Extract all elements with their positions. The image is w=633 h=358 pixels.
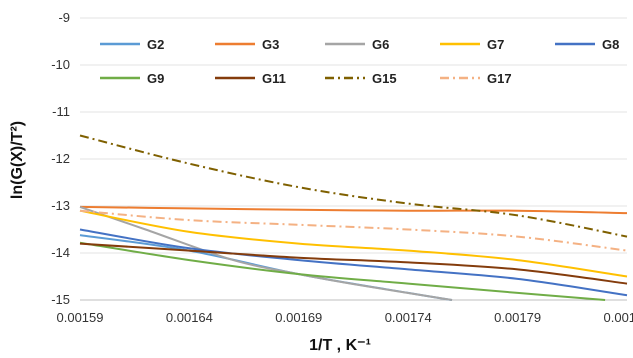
series-lines — [79, 134, 628, 301]
series-line-g3 — [79, 205, 628, 215]
series-line-g7 — [79, 209, 628, 278]
y-tick-label: -15 — [51, 292, 70, 307]
legend-label: G6 — [372, 37, 389, 52]
series-line-g15 — [79, 134, 628, 238]
x-tick-label: 0.00164 — [166, 310, 213, 325]
legend-label: G11 — [262, 71, 286, 86]
series-line-g17 — [79, 209, 628, 252]
x-tick-label: 0.00174 — [385, 310, 432, 325]
y-tick-label: -11 — [52, 104, 70, 119]
series-line-g6 — [79, 205, 453, 301]
y-tick-label: -9 — [58, 10, 70, 25]
gridlines — [80, 17, 627, 301]
y-tick-label: -13 — [51, 198, 70, 213]
series-line-g8 — [79, 228, 628, 297]
series-line-g9 — [79, 241, 606, 301]
legend-label: G7 — [487, 37, 504, 52]
x-tick-label: 0.00184 — [604, 310, 633, 325]
y-axis-label: ln(G(X)/T²) — [9, 121, 26, 199]
tick-labels: -9 -10 -11 -12 -13 -14 -15 0.00159 0.00164 0.0016… — [51, 10, 633, 325]
series-line-g11 — [79, 242, 628, 285]
legend-label: G9 — [147, 71, 164, 86]
x-tick-label: 0.00159 — [57, 310, 104, 325]
legend: G2 G3 G6 G7 G8 G9 G11 G15 G17 — [100, 37, 619, 86]
legend-label: G15 — [372, 71, 397, 86]
y-tick-label: -14 — [51, 245, 70, 260]
x-axis-label: 1/T , K⁻¹ — [309, 337, 371, 354]
y-tick-label: -12 — [51, 151, 70, 166]
x-tick-label: 0.00169 — [275, 310, 322, 325]
legend-label: G8 — [602, 37, 619, 52]
legend-label: G17 — [487, 71, 512, 86]
y-tick-label: -10 — [51, 57, 70, 72]
legend-label: G2 — [147, 37, 164, 52]
legend-label: G3 — [262, 37, 279, 52]
x-tick-label: 0.00179 — [494, 310, 541, 325]
